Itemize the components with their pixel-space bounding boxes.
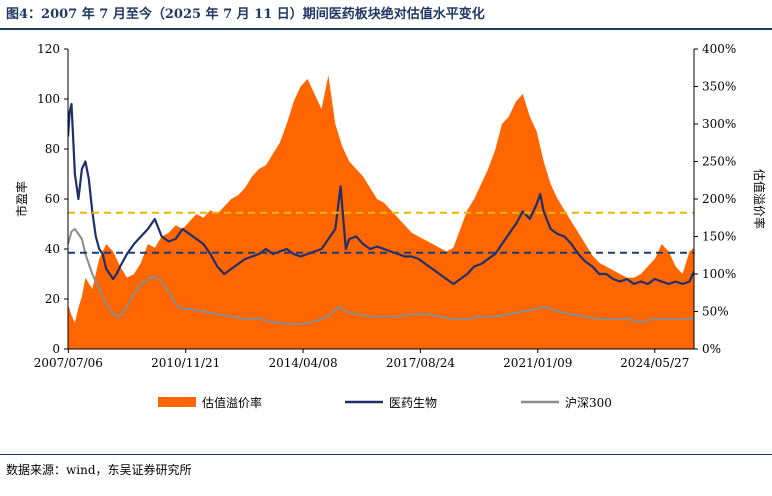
x-tick-label: 2017/08/24 (386, 356, 456, 370)
y-tick-label: 60 (45, 192, 60, 206)
chart-title: 图4：2007 年 7 月至今（2025 年 7 月 11 日）期间医药板块绝对… (6, 7, 485, 22)
chart-area: 0 20 40 60 80 100 120 0% 50% 100% 150% 200% 250% 300%… (14, 42, 767, 410)
y2-tick-label: 150% (702, 230, 736, 244)
x-tick-label: 2021/01/09 (503, 356, 572, 370)
series-line-csi300 (68, 228, 694, 325)
y2-axis-label: 估值溢价率 (752, 169, 767, 229)
y2-tick-label: 300% (702, 117, 736, 131)
y-tick-label: 100 (37, 92, 60, 106)
x-tick-label: 2010/11/21 (151, 356, 220, 370)
y2-tick-label: 50% (702, 305, 729, 319)
y-tick-label: 20 (45, 292, 60, 306)
y-axis-label: 市盈率 (14, 181, 29, 217)
legend-label-csi300: 沪深300 (565, 396, 612, 410)
y2-tick-label: 350% (702, 80, 736, 94)
source-rule (0, 454, 772, 455)
legend-swatch-premium (158, 397, 196, 407)
x-tick-label: 2024/05/27 (620, 356, 689, 370)
y2-tick-label: 400% (702, 42, 736, 56)
source-note: 数据来源：wind，东吴证券研究所 (6, 463, 192, 477)
title-rule (0, 28, 772, 30)
y-tick-label: 40 (45, 242, 60, 256)
y-tick-label: 120 (37, 42, 60, 56)
x-tick-label: 2007/07/06 (34, 356, 103, 370)
series-line-pharma (68, 102, 694, 286)
y2-tick-label: 100% (702, 267, 736, 281)
y-tick-label: 0 (52, 342, 60, 356)
x-tick-label: 2014/04/08 (268, 356, 337, 370)
legend-label-premium: 估值溢价率 (202, 395, 262, 410)
y2-tick-label: 0% (702, 342, 721, 356)
legend-label-pharma: 医药生物 (389, 396, 437, 410)
y2-tick-label: 200% (702, 192, 736, 206)
y-tick-label: 80 (45, 142, 60, 156)
y2-tick-label: 250% (702, 155, 736, 169)
